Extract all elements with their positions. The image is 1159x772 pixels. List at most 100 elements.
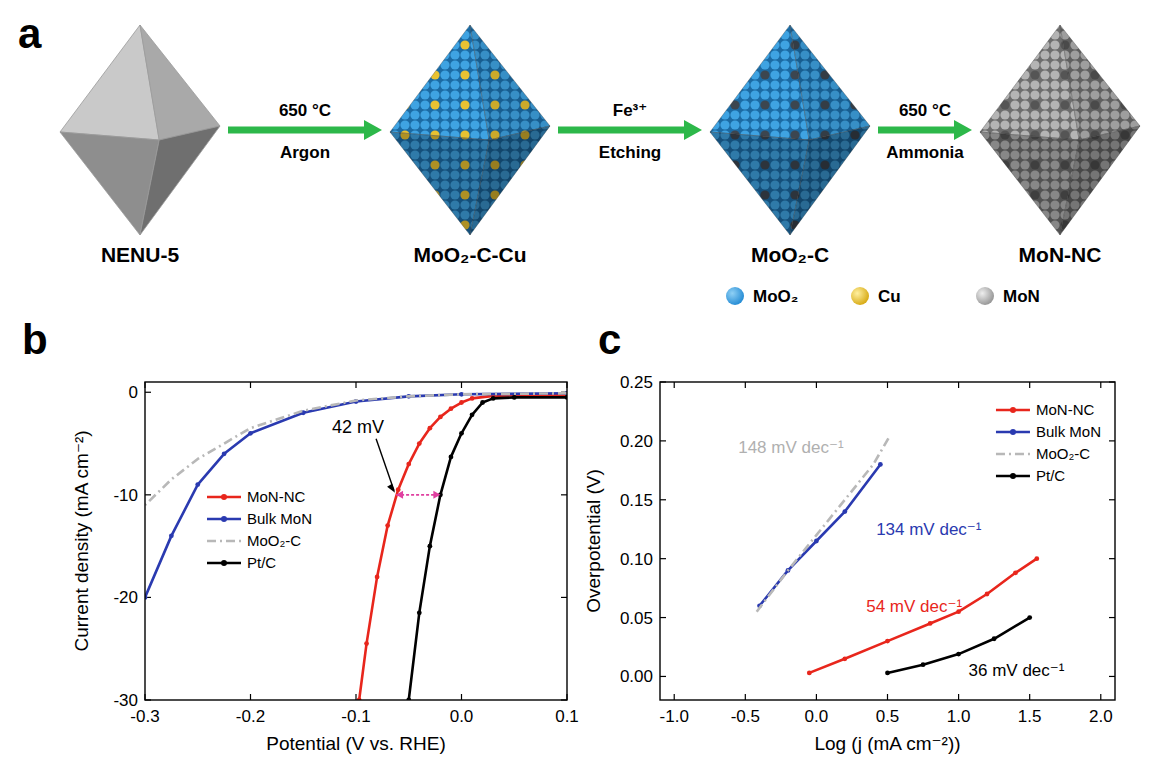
series-marker [956,652,961,657]
octahedron-shade [790,126,870,235]
octahedron-face [470,25,550,140]
series-marker [480,400,485,405]
series-marker [885,639,890,644]
x-tick [887,382,888,388]
x-tick [355,382,356,388]
arrow-head [954,120,972,140]
y-tick [660,440,666,441]
series-marker [928,621,933,626]
octahedron-face [790,126,870,235]
octahedron-face [140,126,220,235]
series-marker [385,523,390,528]
series-marker [842,509,847,514]
series-marker [814,539,819,544]
arrow-label: Argon [280,143,330,162]
series-marker [222,451,227,456]
x-tick [816,382,817,388]
x-tick-label: -1.0 [660,707,689,726]
y-tick-label: 0 [129,383,138,402]
x-tick [958,382,959,388]
legend-label: Bulk MoN [1036,423,1101,440]
y-tick-label: -10 [113,486,138,505]
plot-frame [145,382,567,700]
y-tick [1109,617,1115,618]
octahedron-shade [470,25,550,140]
key-label: MoO₂ [753,287,798,306]
octahedron [710,25,870,235]
octahedron-shade [1060,25,1140,140]
series-marker [470,396,475,401]
series-marker [878,462,883,467]
octahedron-shade [1060,126,1140,235]
y-tick [1109,440,1115,441]
y-tick-label: -20 [113,588,138,607]
arrow-label: 650 °C [899,101,951,120]
series-marker [1027,615,1032,620]
panel-letter: a [18,10,42,57]
panel-c: c-1.0-0.50.00.51.01.52.00.000.050.100.15… [583,316,1115,754]
series-marker [1013,570,1018,575]
panel-letter: c [598,316,621,363]
series-marker [842,656,847,661]
y-tick-label: 0.00 [620,667,653,686]
octahedron [390,25,550,235]
y-axis-title: Current density (mA cm⁻²) [71,430,92,651]
arrow-label: Fe³⁺ [613,101,647,120]
key-swatch [851,287,869,305]
series-marker [417,441,422,446]
plot-area [145,391,567,700]
series-marker [375,575,380,580]
x-tick-label: 0.0 [805,707,829,726]
panel-a: aNENU-5MoO₂-C-CuMoO₂-CMoN-NC650 °CArgonF… [18,10,1140,306]
series-marker [449,406,454,411]
annotation-head [387,484,395,493]
x-tick-label: -0.5 [731,707,760,726]
key-swatch [726,287,744,305]
key-label: MoN [1003,287,1040,306]
series-line [809,559,1037,673]
legend-marker [1010,473,1016,479]
y-tick [145,494,151,495]
panel-letter: b [22,316,48,363]
x-tick [887,694,888,700]
series-line [359,395,567,700]
y-tick [660,558,666,559]
node-label: MoO₂-C [751,243,829,266]
plot-area [757,435,1040,675]
y-tick [1109,676,1115,677]
x-tick [250,382,251,388]
x-tick [674,694,675,700]
annotation-leader [376,439,394,491]
series-marker [427,544,432,549]
annotation-head [433,491,440,499]
y-tick [561,597,567,598]
series-marker [807,671,812,676]
x-tick-label: 1.0 [947,707,971,726]
legend: MoN-NCBulk MoNMoO₂-CPt/C [207,488,312,571]
series-marker [396,487,401,492]
x-tick [745,382,746,388]
series-marker [491,396,496,401]
series-line [145,393,567,505]
node-label: MoN-NC [1019,243,1102,266]
x-tick-label: 0.5 [876,707,900,726]
process-arrow [878,127,958,134]
series-marker [512,395,517,400]
y-tick [145,392,151,393]
x-tick-label: -0.2 [236,707,265,726]
x-tick [674,382,675,388]
y-tick [561,494,567,495]
y-tick-label: 0.25 [620,373,653,392]
series-marker [169,533,174,538]
x-tick [461,694,462,700]
legend-marker [221,560,227,566]
x-tick [1100,694,1101,700]
arrow-head [364,120,382,140]
y-tick [660,617,666,618]
legend-label: Bulk MoN [247,510,312,527]
y-tick-label: 0.15 [620,491,653,510]
y-tick-label: 0.20 [620,432,653,451]
x-tick [958,694,959,700]
x-tick-label: 0.0 [450,707,474,726]
annotation-text: 134 mV dec⁻¹ [876,520,982,539]
